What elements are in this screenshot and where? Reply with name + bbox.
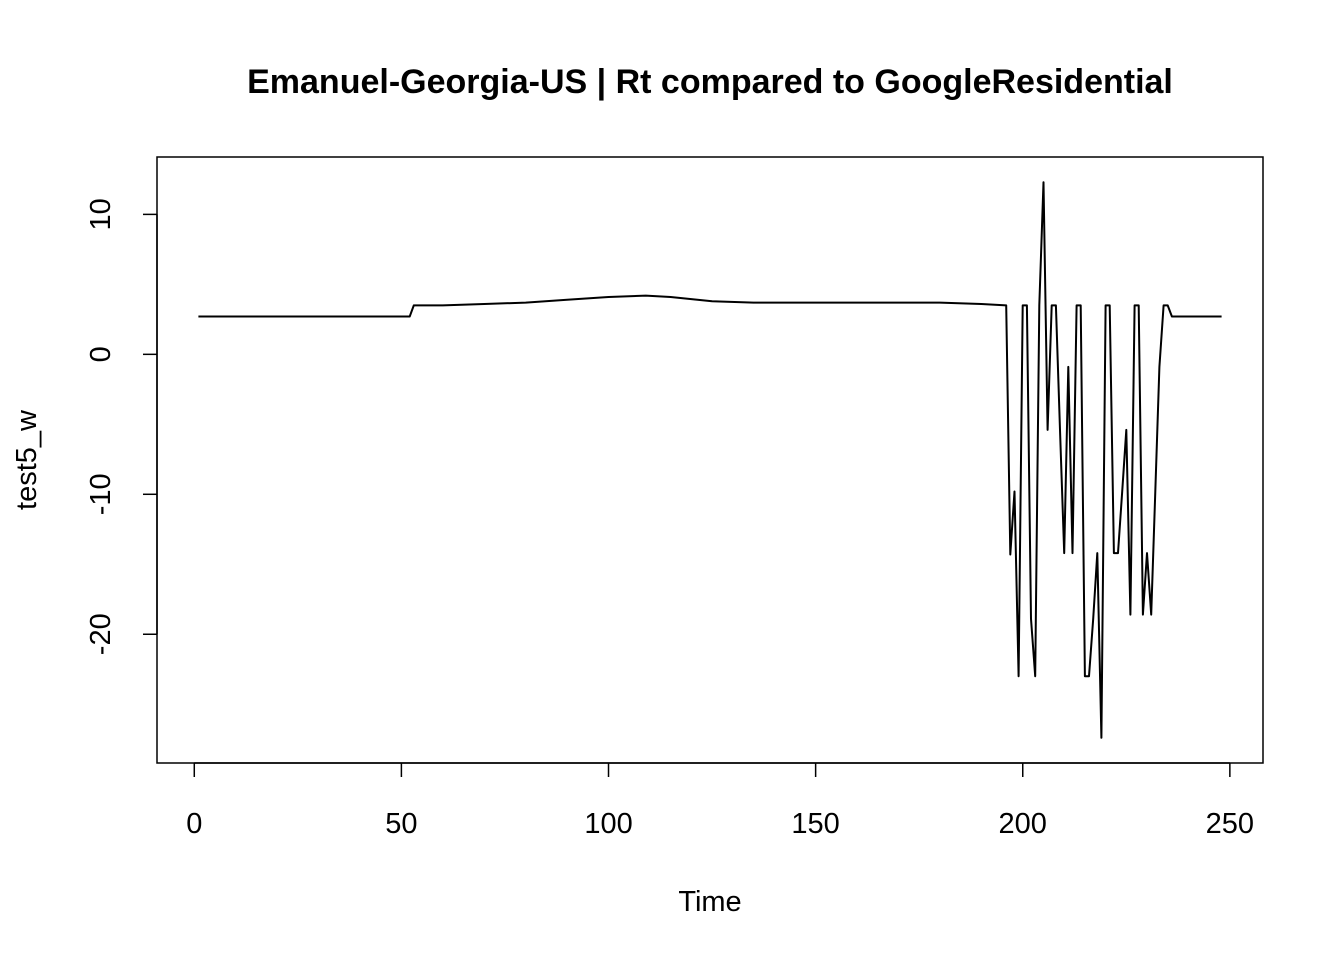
y-tick-label: 10 xyxy=(85,198,117,230)
series-line xyxy=(198,181,1222,739)
series-layer xyxy=(198,181,1222,739)
x-tick-label: 200 xyxy=(999,808,1047,840)
y-tick-label: -10 xyxy=(85,473,117,515)
y-tick-label: 0 xyxy=(85,346,117,362)
x-axis-label: Time xyxy=(678,886,741,918)
x-axis: 0 50 100 150 200 250 xyxy=(186,762,1254,840)
y-axis-label: test5_w xyxy=(11,409,43,510)
x-tick-label: 100 xyxy=(584,808,632,840)
x-tick-label: 150 xyxy=(791,808,839,840)
y-tick-label: -20 xyxy=(85,613,117,655)
x-tick-label: 0 xyxy=(186,808,202,840)
x-tick-label: 50 xyxy=(385,808,417,840)
chart-title: Emanuel-Georgia-US | Rt compared to Goog… xyxy=(247,63,1173,101)
x-tick-label: 250 xyxy=(1206,808,1254,840)
y-axis: -20 -10 0 10 xyxy=(85,198,158,655)
